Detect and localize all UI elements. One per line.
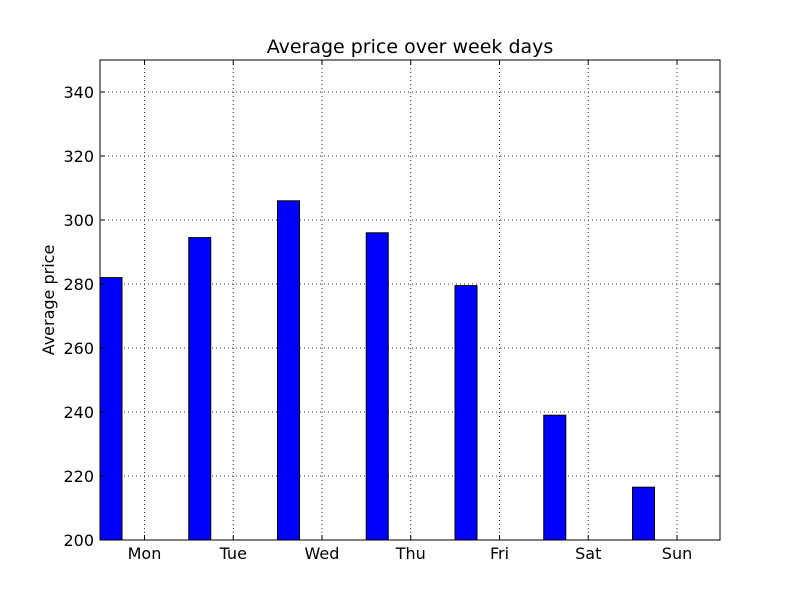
bar-mon xyxy=(99,277,123,541)
x-tick-label-thu: Thu xyxy=(395,544,426,563)
x-tick-label-fri: Fri xyxy=(490,544,509,563)
bar-thu xyxy=(365,232,389,541)
y-axis-label: Average price xyxy=(39,245,58,356)
x-tick-label-wed: Wed xyxy=(305,544,340,563)
bar-tue xyxy=(188,237,212,541)
y-tick-label: 340 xyxy=(63,83,94,102)
x-tick-label-mon: Mon xyxy=(128,544,162,563)
y-tick-label: 220 xyxy=(63,467,94,486)
x-tick-label-sat: Sat xyxy=(575,544,601,563)
x-tick-label-sun: Sun xyxy=(662,544,692,563)
grid-lines xyxy=(100,60,720,540)
bar-fri xyxy=(454,285,478,541)
y-tick-label: 300 xyxy=(63,211,94,230)
bar-sat xyxy=(543,414,567,541)
y-tick-label: 200 xyxy=(63,531,94,550)
chart-title: Average price over week days xyxy=(267,36,554,58)
bar-wed xyxy=(277,200,300,541)
bar-sun xyxy=(632,486,655,541)
y-tick-label: 280 xyxy=(63,275,94,294)
y-tick-label: 240 xyxy=(63,403,94,422)
y-tick-label: 260 xyxy=(63,339,94,358)
plot-frame xyxy=(99,59,721,541)
y-tick-label: 320 xyxy=(63,147,94,166)
axis-ticks: 200 220 240 260 280 300 320 340 Mon Tue Wed Thu Fri S… xyxy=(63,60,720,563)
bars xyxy=(99,200,655,541)
x-tick-label-tue: Tue xyxy=(219,544,247,563)
